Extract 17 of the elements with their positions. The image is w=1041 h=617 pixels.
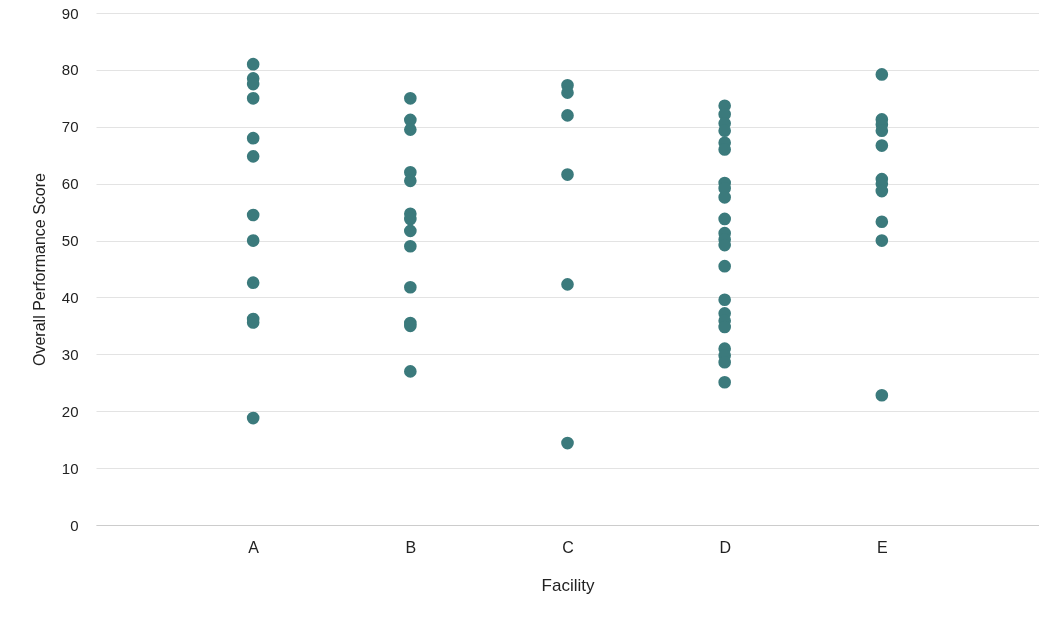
y-tick-label: 60 bbox=[61, 175, 79, 193]
x-tick-label: D bbox=[719, 538, 731, 556]
x-axis-title: Facility bbox=[541, 575, 595, 595]
y-tick-label: 30 bbox=[61, 345, 79, 363]
y-tick-label: 40 bbox=[61, 288, 79, 306]
x-tick-label: B bbox=[405, 538, 417, 556]
y-tick-label: 0 bbox=[70, 516, 79, 534]
y-tick-label: 80 bbox=[61, 61, 79, 79]
y-tick-label: 50 bbox=[61, 232, 79, 250]
y-tick-label: 10 bbox=[61, 459, 79, 477]
x-tick-label: E bbox=[877, 538, 888, 556]
y-tick-label: 20 bbox=[61, 402, 79, 420]
x-tick-label: C bbox=[562, 538, 574, 556]
x-tick-label: A bbox=[248, 538, 260, 556]
y-tick-label: 70 bbox=[61, 118, 79, 136]
y-tick-label: 90 bbox=[61, 4, 79, 22]
y-axis-title: Overall Performance Score bbox=[30, 172, 48, 366]
